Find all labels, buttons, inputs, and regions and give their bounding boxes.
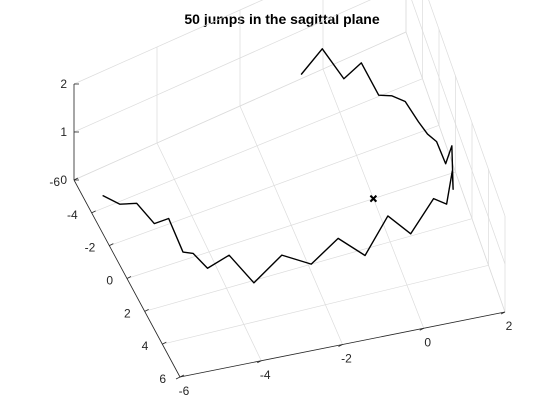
z-tick-label: 2: [60, 77, 67, 91]
y-tick-mark: [500, 311, 506, 315]
x-tick-label: 0: [106, 274, 113, 288]
z-tick-label: 1: [60, 125, 67, 139]
x-tick-label: 4: [142, 339, 149, 353]
x-tick-label: 6: [159, 372, 166, 386]
y-tick-label: -6: [179, 384, 190, 398]
floor-grid-line-y: [239, 105, 343, 345]
x-tick-label: -2: [85, 241, 96, 255]
x-tick-mark: [91, 210, 96, 214]
y-tick-label: -2: [341, 352, 352, 366]
floor-grid-line-y: [156, 142, 262, 361]
data-layer: [102, 48, 454, 284]
y-tick-label: 0: [424, 335, 431, 349]
y-tick-mark: [257, 360, 262, 364]
y-tick-mark: [175, 376, 181, 380]
x-tick-label: 2: [124, 306, 131, 320]
y-tick-mark: [419, 327, 424, 331]
y-tick-label: 2: [506, 319, 513, 333]
marker-x: [369, 194, 378, 203]
z-tick-label: 0: [60, 173, 67, 187]
x-tick-mark: [162, 341, 167, 345]
x-tick-mark: [144, 308, 149, 312]
series-path-0: [102, 48, 454, 284]
x-tick-mark: [126, 276, 132, 279]
y-tick-label: -4: [260, 368, 271, 382]
y-tick-mark: [338, 344, 343, 347]
x-tick-mark: [179, 374, 185, 378]
x-tick-label: -4: [67, 208, 78, 222]
x-tick-label: -6: [49, 175, 60, 189]
x-tick-mark: [109, 243, 114, 247]
marker-stroke: [369, 194, 378, 203]
chart-title: 50 jumps in the sagittal plane: [184, 11, 379, 27]
grid-layer: [73, 0, 506, 378]
